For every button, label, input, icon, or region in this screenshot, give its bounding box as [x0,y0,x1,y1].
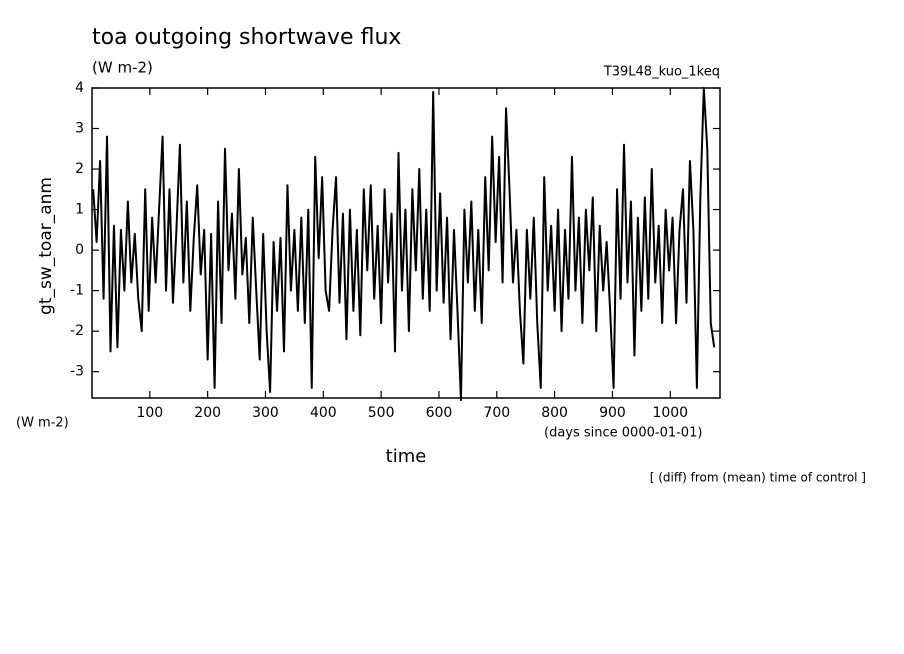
y-tick-label: 3 [75,121,84,137]
x-tick-label: 100 [136,405,163,421]
data-line [92,87,716,402]
x-tick-label: 600 [426,405,453,421]
y-tick-label: 4 [75,80,84,96]
y-tick-label: 1 [75,202,84,218]
units-left: (W m-2) [16,416,69,431]
x-tick-label: 800 [541,405,568,421]
x-tick-label: 400 [310,405,337,421]
run-label: T39L48_kuo_1keq [603,65,720,80]
chart-title: toa outgoing shortwave flux [92,25,401,50]
x-tick-label: 1000 [652,405,688,421]
x-axis-label: time [386,446,427,467]
units-top: (W m-2) [92,59,153,77]
x-tick-label: 700 [483,405,510,421]
y-tick-label: -2 [70,323,84,339]
y-tick-label: 2 [75,161,84,177]
y-tick-label: 0 [75,242,84,258]
x-tick-label: 300 [252,405,279,421]
x-tick-label: 200 [194,405,221,421]
y-axis-label: gt_sw_toar_anm [36,177,56,315]
x-units: (days since 0000-01-01) [544,426,702,441]
note: [ (diff) from (mean) time of control ] [650,471,866,485]
y-tick-label: -1 [70,283,84,299]
x-tick-label: 900 [599,405,626,421]
y-tick-label: -3 [70,364,84,380]
x-tick-label: 500 [368,405,395,421]
plot-frame [91,87,721,399]
